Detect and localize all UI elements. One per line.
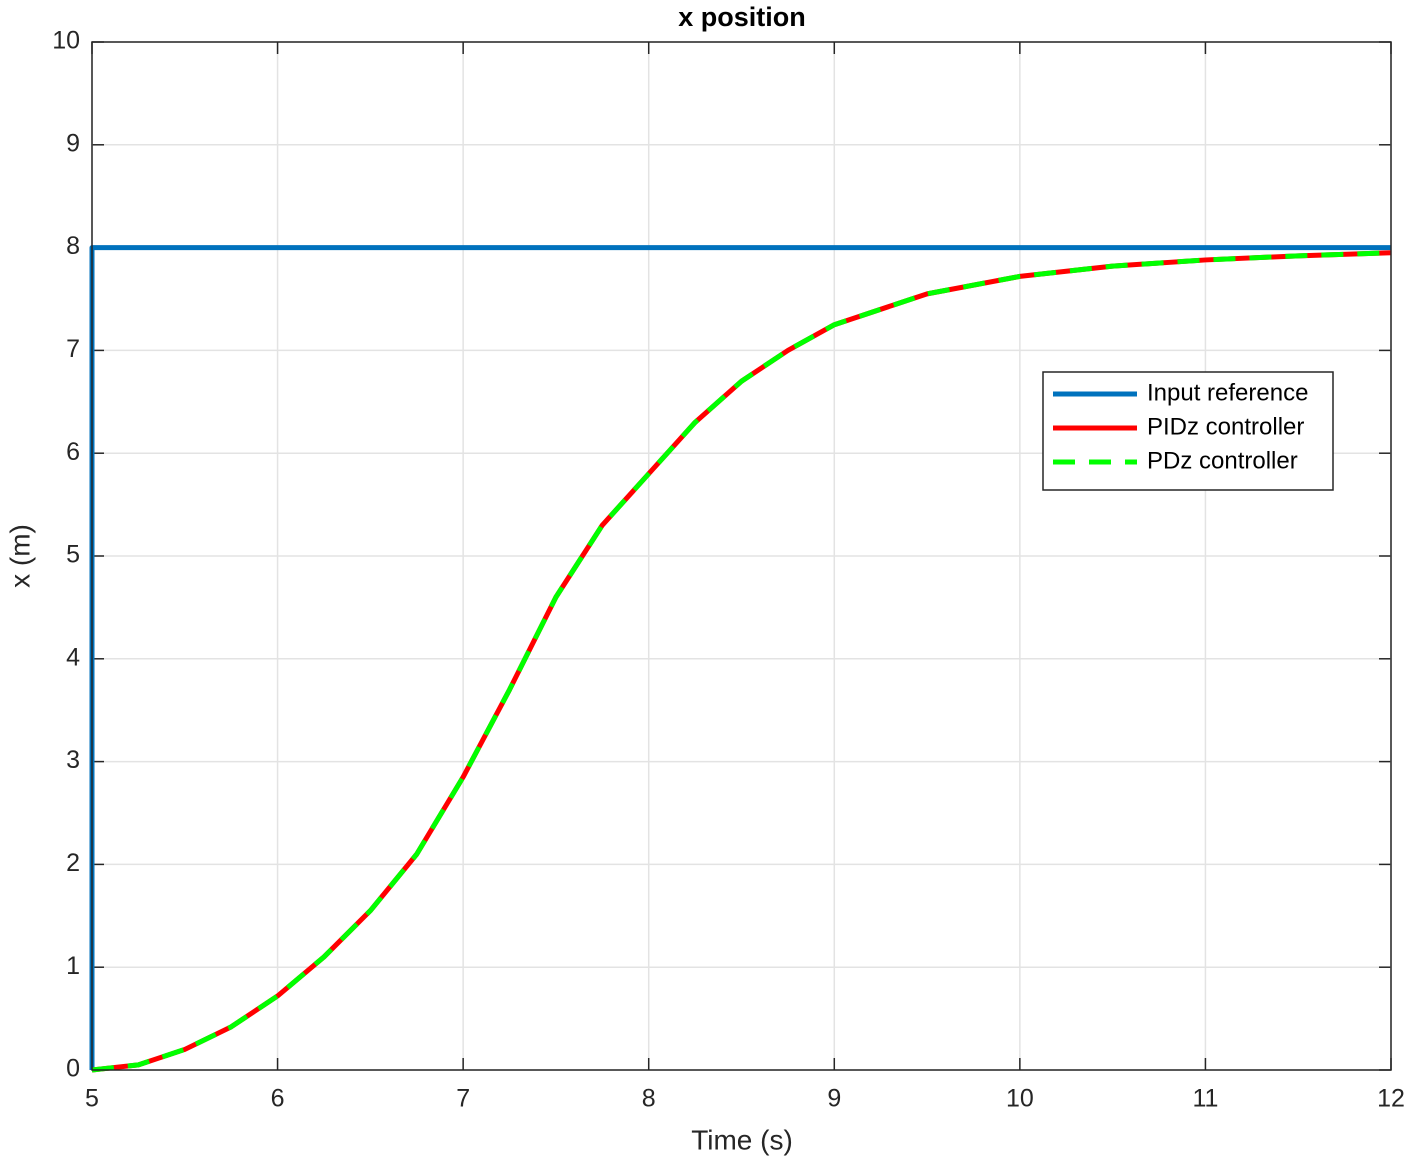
x-tick-label: 9 bbox=[827, 1085, 841, 1113]
y-tick-label: 1 bbox=[66, 952, 80, 980]
x-tick-label: 7 bbox=[456, 1085, 470, 1113]
y-tick-label: 2 bbox=[66, 849, 80, 877]
y-tick-label: 8 bbox=[66, 232, 80, 260]
x-tick-label: 6 bbox=[271, 1085, 285, 1113]
y-tick-label: 7 bbox=[66, 335, 80, 363]
x-tick-label: 5 bbox=[85, 1085, 99, 1113]
y-tick-label: 4 bbox=[66, 643, 80, 671]
y-axis-label: x (m) bbox=[4, 524, 35, 588]
legend-label: PIDz controller bbox=[1147, 413, 1304, 440]
x-tick-label: 8 bbox=[642, 1085, 656, 1113]
chart-title: x position bbox=[678, 2, 806, 32]
y-tick-label: 9 bbox=[66, 129, 80, 157]
y-tick-label: 10 bbox=[52, 27, 80, 55]
legend-label: PDz controller bbox=[1147, 447, 1298, 474]
y-tick-label: 6 bbox=[66, 438, 80, 466]
x-axis-label: Time (s) bbox=[691, 1124, 793, 1155]
x-tick-label: 11 bbox=[1192, 1085, 1218, 1113]
data-line bbox=[91, 250, 1392, 1073]
legend-label: Input reference bbox=[1147, 379, 1308, 406]
x-tick-label: 12 bbox=[1377, 1085, 1405, 1113]
x-tick-label: 10 bbox=[1006, 1085, 1034, 1113]
y-tick-label: 0 bbox=[66, 1055, 80, 1083]
y-tick-label: 3 bbox=[66, 746, 80, 774]
plot-frame bbox=[91, 41, 1392, 1071]
y-tick-label: 5 bbox=[66, 541, 80, 569]
